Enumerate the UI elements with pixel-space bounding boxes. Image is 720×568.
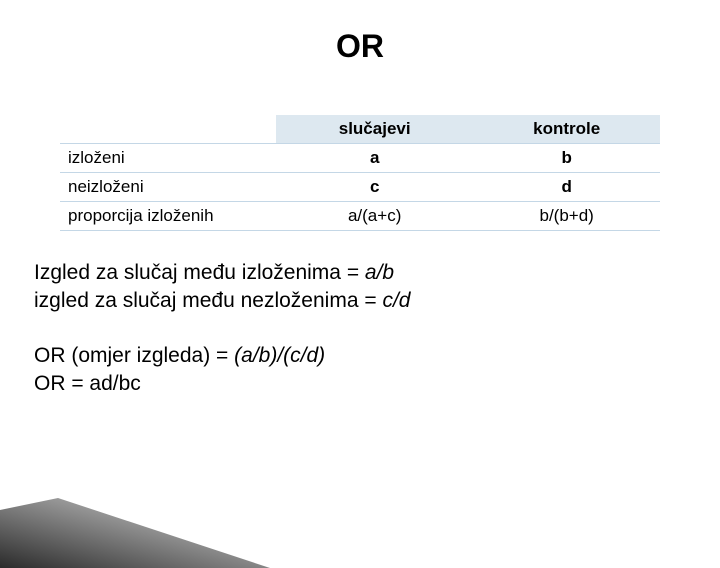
desc-line4: OR = ad/bc	[34, 370, 720, 398]
or-table-container: slučajevi kontrole izloženi a b neizlože…	[60, 115, 660, 231]
desc-line2: izgled za slučaj među nezloženima = c/d	[34, 287, 720, 315]
or-table: slučajevi kontrole izloženi a b neizlože…	[60, 115, 660, 231]
desc-line3-formula: (a/b)/(c/d)	[234, 344, 325, 367]
row-label: proporcija izloženih	[60, 202, 276, 231]
header-col1: slučajevi	[276, 115, 473, 144]
header-blank	[60, 115, 276, 144]
desc-line1-formula: a/b	[365, 261, 394, 284]
cell: b/(b+d)	[473, 202, 660, 231]
row-label: izloženi	[60, 144, 276, 173]
desc-line1-text: Izgled za slučaj među izloženima =	[34, 261, 365, 284]
cell: a/(a+c)	[276, 202, 473, 231]
cell: c	[276, 173, 473, 202]
accent-polygon	[0, 498, 270, 568]
header-col2: kontrole	[473, 115, 660, 144]
table-row: izloženi a b	[60, 144, 660, 173]
cell: a	[276, 144, 473, 173]
cell: d	[473, 173, 660, 202]
corner-accent	[0, 498, 270, 568]
page-title: OR	[0, 28, 720, 65]
desc-line3: OR (omjer izgleda) = (a/b)/(c/d)	[34, 342, 720, 370]
table-header-row: slučajevi kontrole	[60, 115, 660, 144]
cell: b	[473, 144, 660, 173]
desc-line1: Izgled za slučaj među izloženima = a/b	[34, 259, 720, 287]
description-block: Izgled za slučaj među izloženima = a/b i…	[34, 259, 720, 398]
desc-line2-text: izgled za slučaj među nezloženima =	[34, 289, 382, 312]
table-row: neizloženi c d	[60, 173, 660, 202]
desc-line3-text: OR (omjer izgleda) =	[34, 344, 234, 367]
desc-line2-formula: c/d	[382, 289, 410, 312]
table-row: proporcija izloženih a/(a+c) b/(b+d)	[60, 202, 660, 231]
row-label: neizloženi	[60, 173, 276, 202]
